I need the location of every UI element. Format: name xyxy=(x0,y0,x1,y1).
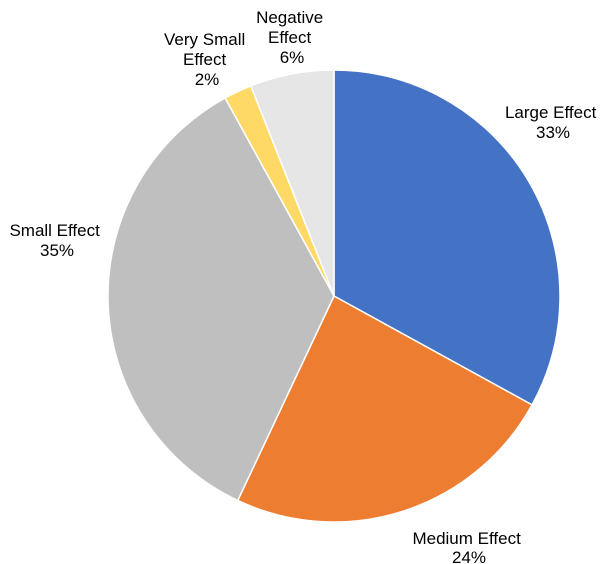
label-medium-effect-name: Medium Effect xyxy=(412,529,521,548)
label-medium-effect: Medium Effect 24% xyxy=(412,529,525,564)
label-large-effect: Large Effect 33% xyxy=(505,103,601,142)
label-very-small-effect: Very Small Effect 2% xyxy=(164,30,250,89)
label-small-effect: Small Effect 35% xyxy=(9,221,104,260)
label-small-effect-value: 35% xyxy=(40,241,74,260)
label-negative-effect: Negative Effect 6% xyxy=(256,8,328,67)
label-very-small-effect-value: 2% xyxy=(195,70,220,89)
slice-negative-effect xyxy=(250,69,335,297)
slice-small-effect xyxy=(107,97,335,502)
pie-slices xyxy=(107,69,561,523)
label-negative-effect-value: 6% xyxy=(280,48,305,67)
label-large-effect-value: 33% xyxy=(536,123,570,142)
label-negative-effect-name-line2: Effect xyxy=(268,28,311,47)
slice-large-effect xyxy=(333,69,561,406)
label-negative-effect-name-line1: Negative xyxy=(256,8,323,27)
label-very-small-effect-name-line1: Very Small xyxy=(164,30,245,49)
slice-medium-effect xyxy=(237,295,533,523)
label-small-effect-name: Small Effect xyxy=(9,221,100,240)
label-large-effect-name: Large Effect xyxy=(505,103,597,122)
label-very-small-effect-name-line2: Effect xyxy=(183,50,226,69)
label-medium-effect-value: 24% xyxy=(452,548,486,564)
